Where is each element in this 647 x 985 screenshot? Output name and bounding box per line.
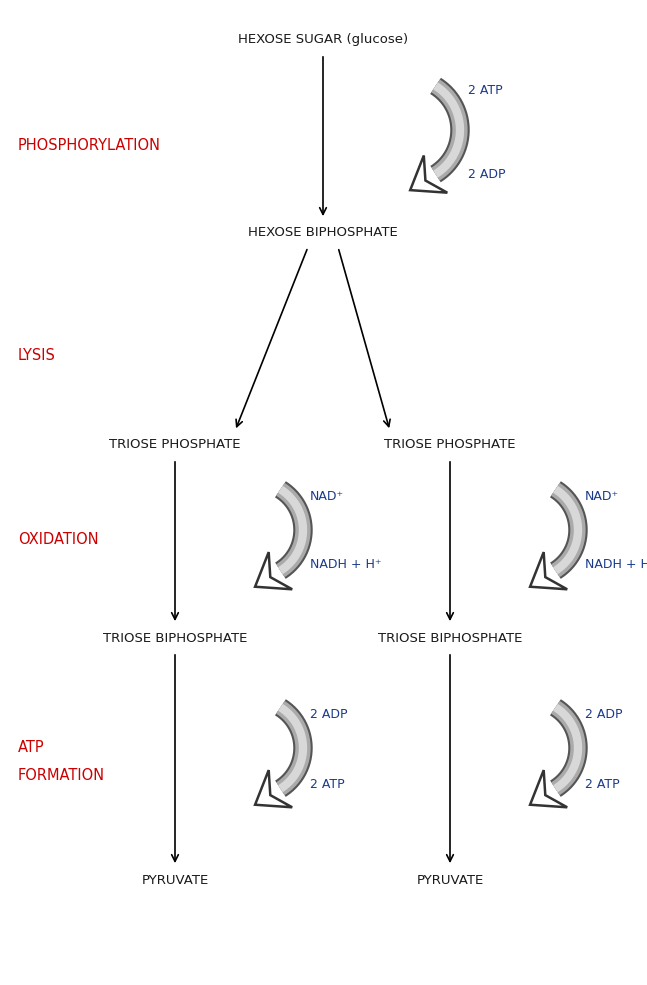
Text: TRIOSE PHOSPHATE: TRIOSE PHOSPHATE [384, 438, 516, 451]
Text: 2 ATP: 2 ATP [310, 778, 345, 792]
Text: NADH + H⁺: NADH + H⁺ [310, 558, 382, 571]
Polygon shape [255, 770, 292, 808]
Text: 2 ADP: 2 ADP [468, 168, 505, 181]
Text: TRIOSE BIPHOSPHATE: TRIOSE BIPHOSPHATE [378, 631, 522, 644]
Text: NAD⁺: NAD⁺ [310, 491, 344, 503]
Text: TRIOSE BIPHOSPHATE: TRIOSE BIPHOSPHATE [103, 631, 247, 644]
Text: 2 ADP: 2 ADP [310, 708, 347, 721]
Text: HEXOSE SUGAR (glucose): HEXOSE SUGAR (glucose) [238, 33, 408, 46]
Text: ATP: ATP [18, 741, 45, 755]
Polygon shape [530, 770, 567, 808]
Polygon shape [410, 156, 447, 193]
Text: OXIDATION: OXIDATION [18, 533, 98, 548]
Text: PYRUVATE: PYRUVATE [142, 874, 208, 887]
Text: PHOSPHORYLATION: PHOSPHORYLATION [18, 138, 161, 153]
Text: NAD⁺: NAD⁺ [585, 491, 619, 503]
Polygon shape [255, 553, 292, 589]
Text: FORMATION: FORMATION [18, 767, 105, 782]
Text: TRIOSE PHOSPHATE: TRIOSE PHOSPHATE [109, 438, 241, 451]
Text: NADH + H⁺: NADH + H⁺ [585, 558, 647, 571]
Text: 2 ATP: 2 ATP [468, 84, 503, 97]
Text: 2 ATP: 2 ATP [585, 778, 620, 792]
Text: HEXOSE BIPHOSPHATE: HEXOSE BIPHOSPHATE [248, 227, 398, 239]
Text: 2 ADP: 2 ADP [585, 708, 622, 721]
Text: LYSIS: LYSIS [18, 348, 56, 362]
Polygon shape [530, 553, 567, 589]
Text: PYRUVATE: PYRUVATE [417, 874, 483, 887]
